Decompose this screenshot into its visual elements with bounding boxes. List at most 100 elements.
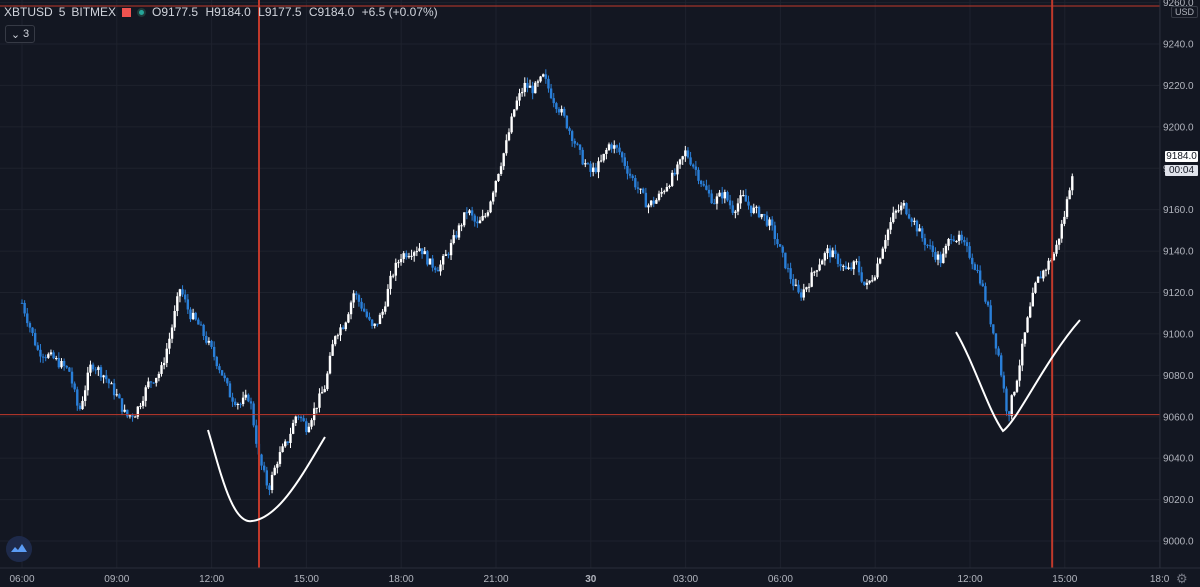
candle-up <box>457 225 461 238</box>
candle-down <box>149 381 153 383</box>
candle-up <box>1063 216 1066 224</box>
candle-up <box>881 248 884 259</box>
candle-down <box>255 425 258 444</box>
candle-down <box>305 421 308 433</box>
candle-down <box>1000 355 1003 376</box>
candle-down <box>99 367 103 378</box>
candle-down <box>618 147 621 153</box>
time-tick-label: 21:00 <box>483 574 508 585</box>
symbol-name[interactable]: XBTUSD <box>4 5 53 19</box>
candle-up <box>502 153 505 167</box>
candle-down <box>52 352 55 359</box>
gear-icon[interactable]: ⚙ <box>1176 571 1188 586</box>
candle-up <box>1026 317 1029 333</box>
candle-down <box>934 252 937 260</box>
candle-up <box>676 164 679 175</box>
candle-up <box>715 196 719 204</box>
candle-up <box>649 200 653 206</box>
candle-down <box>563 108 566 116</box>
candle-up <box>165 348 168 363</box>
candle-up <box>607 144 611 150</box>
candle-down <box>94 369 97 371</box>
currency-label[interactable]: USD <box>1171 6 1199 18</box>
candle-down <box>1039 276 1042 279</box>
candle-up <box>528 85 532 88</box>
candle-up <box>742 195 745 197</box>
candle-down <box>365 311 369 317</box>
candle-down <box>757 206 761 218</box>
candle-down <box>781 246 784 253</box>
candle-down <box>976 269 979 271</box>
candle-down <box>910 218 913 222</box>
chevron-down-icon: ⌄ <box>10 28 21 41</box>
candle-down <box>963 239 966 243</box>
candle-down <box>526 82 529 88</box>
price-axis[interactable]: 9000.0 9020.0 9040.0 9060.0 9080.0 9100.0 9120… <box>1159 0 1200 568</box>
grid <box>0 0 1161 568</box>
candle-up <box>842 265 845 267</box>
candle-up <box>123 409 126 412</box>
candle-down <box>262 465 266 471</box>
candle-up <box>1034 282 1037 293</box>
candle-down <box>1005 388 1008 412</box>
candle-up <box>536 81 540 83</box>
candle-up <box>294 416 297 424</box>
candle-down <box>576 143 579 145</box>
candle-up <box>599 160 603 162</box>
candle-down <box>968 246 971 258</box>
time-axis[interactable]: 06:00 09:00 12:00 15:00 18:00 21:00 30 03:00 06:… <box>0 567 1200 585</box>
candle-up <box>871 280 874 282</box>
candle-up <box>147 381 150 388</box>
candle-down <box>844 265 848 270</box>
candle-up <box>352 293 355 303</box>
candle-down <box>405 253 408 258</box>
candle-up <box>718 192 721 197</box>
drawn-curve-left[interactable] <box>207 429 326 523</box>
candle-down <box>594 167 598 173</box>
candle-up <box>441 255 445 265</box>
candle-down <box>220 370 224 376</box>
flag-icon[interactable] <box>122 7 132 17</box>
hand-drawn-annotations <box>207 319 1081 523</box>
candle-up <box>157 373 161 378</box>
indicators-collapse-button[interactable]: ⌄ 3 <box>5 25 35 43</box>
candle-down <box>476 221 479 224</box>
drawn-curve-right[interactable] <box>955 319 1081 433</box>
candle-down <box>907 214 911 219</box>
candle-up <box>407 256 411 258</box>
candle-up <box>276 463 279 468</box>
candle-down <box>628 173 632 176</box>
candle-up <box>386 288 390 307</box>
candle-up <box>1044 269 1048 271</box>
candle-up <box>468 210 471 214</box>
price-tick-label: 9220.0 <box>1163 81 1194 92</box>
candle-up <box>597 161 600 173</box>
candle-down <box>62 360 66 366</box>
candle-down <box>731 205 734 213</box>
candle-down <box>118 394 121 399</box>
candle-up <box>865 282 869 285</box>
candle-down <box>705 185 708 190</box>
candle-up <box>284 441 287 447</box>
candle-up <box>344 322 347 330</box>
candle-up <box>955 240 958 242</box>
candle-down <box>626 165 629 174</box>
candle-up <box>873 277 877 281</box>
candle-down <box>973 264 977 270</box>
high-value: H9184.0 <box>205 5 251 19</box>
candle-up <box>60 360 63 368</box>
tradingview-logo-icon[interactable] <box>6 536 32 562</box>
candle-down <box>199 324 203 326</box>
candle-up <box>1021 343 1024 366</box>
interval[interactable]: 5 <box>58 5 66 19</box>
candle-down <box>1007 411 1011 416</box>
candle-down <box>455 235 458 238</box>
candle-up <box>518 93 521 101</box>
candle-down <box>702 184 705 186</box>
candle-up <box>449 243 453 256</box>
candle-down <box>568 128 571 132</box>
candle-up <box>868 280 871 283</box>
candle-up <box>381 311 384 315</box>
